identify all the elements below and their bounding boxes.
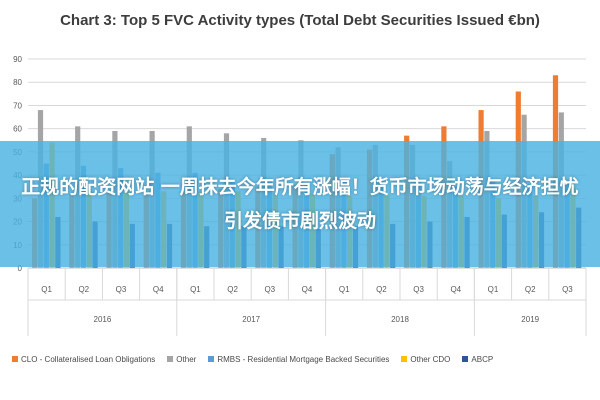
legend-item: Other CDO <box>401 355 450 364</box>
x-tick-label: Q2 <box>227 285 238 294</box>
legend-label: CLO - Collateralised Loan Obligations <box>21 354 156 364</box>
legend-swatch <box>208 356 215 362</box>
legend-item: RMBS - Residential Mortgage Backed Secur… <box>208 355 389 364</box>
x-tick-label: Q1 <box>488 285 499 294</box>
x-tick-label: Q3 <box>116 285 127 294</box>
legend-item: ABCP <box>462 355 493 364</box>
chart-title: Chart 3: Top 5 FVC Activity types (Total… <box>60 12 540 29</box>
y-tick-label: 80 <box>13 78 22 87</box>
legend-item: Other <box>167 355 196 364</box>
legend-label: ABCP <box>471 354 494 364</box>
legend-swatch <box>462 356 469 362</box>
legend-label: Other <box>176 354 197 364</box>
legend-item: CLO - Collateralised Loan Obligations <box>12 355 155 364</box>
x-tick-label: Q1 <box>190 285 201 294</box>
legend-swatch <box>12 356 18 362</box>
x-tick-label: Q1 <box>41 285 52 294</box>
y-tick-label: 70 <box>13 101 22 110</box>
banner-text[interactable]: 正规的配资网站 一周抹去今年所有涨幅！货币市场动荡与经济担忧引发债市剧烈波动 <box>21 176 579 232</box>
x-tick-label: Q2 <box>376 285 387 294</box>
x-group-label: 2019 <box>521 315 539 324</box>
x-tick-label: Q2 <box>78 285 89 294</box>
overlay-banner[interactable]: 正规的配资网站 一周抹去今年所有涨幅！货币市场动荡与经济担忧引发债市剧烈波动 <box>0 141 600 267</box>
x-tick-label: Q3 <box>562 285 573 294</box>
x-group-label: 2016 <box>94 315 112 324</box>
x-tick-label: Q3 <box>264 285 275 294</box>
x-tick-label: Q1 <box>339 285 350 294</box>
x-tick-label: Q4 <box>153 285 164 294</box>
x-tick-label: Q2 <box>525 285 536 294</box>
x-group-label: 2018 <box>391 315 409 324</box>
y-tick-label: 0 <box>18 264 23 273</box>
x-tick-label: Q4 <box>450 285 461 294</box>
chart-legend: CLO - Collateralised Loan Obligations Oth… <box>12 352 600 366</box>
x-tick-label: Q4 <box>302 285 313 294</box>
x-tick-label: Q3 <box>413 285 424 294</box>
legend-label: RMBS - Residential Mortgage Backed Secur… <box>217 354 390 364</box>
legend-swatch <box>401 356 408 362</box>
axes: 0102030405060708090Q1Q2Q3Q4Q1Q2Q3Q4Q1Q2Q… <box>13 55 587 336</box>
legend-swatch <box>167 356 174 362</box>
legend-label: Other CDO <box>410 354 451 364</box>
y-tick-label: 90 <box>13 55 22 64</box>
y-tick-label: 60 <box>13 125 22 134</box>
x-group-label: 2017 <box>242 315 260 324</box>
